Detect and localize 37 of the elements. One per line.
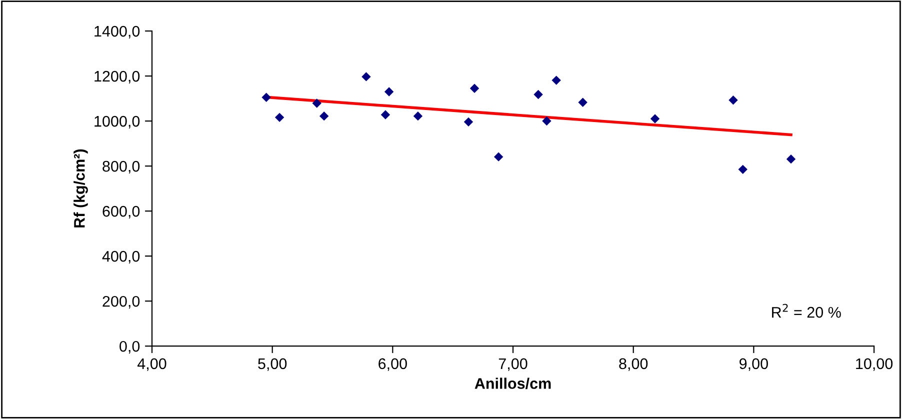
x-tick-label: 5,00 <box>258 358 287 371</box>
point <box>470 84 480 94</box>
point <box>728 95 738 105</box>
point <box>552 76 561 85</box>
point <box>362 72 371 82</box>
point <box>650 114 660 124</box>
y-tick-label: 1200,0 <box>94 70 140 84</box>
point <box>786 154 796 164</box>
y-tick-label: 600,0 <box>102 206 140 219</box>
point <box>262 92 271 102</box>
y-axis-title: Rf (kg/cm²) <box>74 149 88 228</box>
point <box>542 116 552 126</box>
x-tick-label: 7,00 <box>498 358 528 371</box>
x-tick-label: 10,00 <box>856 358 893 371</box>
x-tick-label: 8,00 <box>619 358 648 371</box>
point <box>413 111 423 121</box>
point <box>738 164 748 174</box>
x-tick-label: 6,00 <box>378 358 407 371</box>
y-tick-label: 0,0 <box>120 340 140 354</box>
x-tick-label: 4,00 <box>137 358 166 371</box>
point <box>534 90 543 100</box>
annotation: R$^{2}$ = 20 % <box>772 304 841 318</box>
point <box>464 117 474 127</box>
y-tick-label: 800,0 <box>102 160 140 174</box>
y-tick-label: 200,0 <box>102 296 140 309</box>
point <box>274 112 284 122</box>
y-tick-label: 400,0 <box>102 250 140 264</box>
x-tick-label: 9,00 <box>740 358 768 371</box>
point <box>380 110 390 120</box>
point <box>312 98 322 108</box>
point <box>494 152 504 162</box>
point <box>319 111 329 121</box>
point <box>384 87 394 96</box>
point <box>578 98 588 107</box>
y-tick-label: 1000,0 <box>94 116 140 129</box>
x-axis-title: Anillos/cm <box>474 378 551 390</box>
y-tick-label: 1400,0 <box>94 26 140 38</box>
